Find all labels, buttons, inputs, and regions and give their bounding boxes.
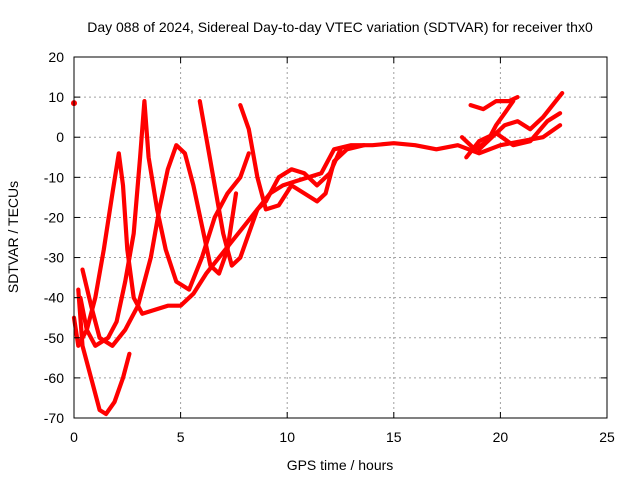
x-tick-label: 25: [599, 429, 615, 445]
y-tick-label: -60: [44, 370, 64, 386]
plot-frame: [73, 56, 608, 419]
series-line-arc-9: [464, 111, 563, 160]
x-tick-label: 10: [279, 429, 295, 445]
series-line-arc-5: [197, 98, 343, 268]
x-tick-label: 5: [177, 429, 185, 445]
y-tick-label: -20: [44, 209, 64, 225]
y-tick-label: -10: [44, 169, 64, 185]
x-axis-label: GPS time / hours: [287, 457, 394, 473]
grid-lines: [74, 57, 607, 418]
data-series: [71, 90, 565, 417]
y-tick-label: -30: [44, 250, 64, 266]
series-line-arc-10: [468, 94, 520, 112]
y-tick-label: -40: [44, 290, 64, 306]
axis-ticks: 0 5 10 15 20 25 -70 -60 -50 -40 -30 -20 -10 0 10 20: [44, 49, 615, 445]
series-line-arc-4: [78, 98, 251, 348]
series-line-arc-6: [238, 102, 367, 212]
chart-title: Day 088 of 2024, Sidereal Day-to-day VTE…: [87, 19, 593, 35]
y-tick-label: 20: [48, 49, 64, 65]
x-tick-label: 20: [493, 429, 509, 445]
y-tick-label: 0: [56, 129, 64, 145]
y-tick-label: 10: [48, 89, 64, 105]
series-line-arc-3: [80, 143, 239, 348]
y-tick-label: -50: [44, 330, 64, 346]
x-tick-label: 0: [70, 429, 78, 445]
series-line-arc-2: [76, 287, 132, 417]
y-tick-label: -70: [44, 410, 64, 426]
y-axis-label: SDTVAR / TECUs: [5, 181, 21, 293]
series-line-arc-1: [71, 123, 563, 348]
x-tick-label: 15: [386, 429, 402, 445]
